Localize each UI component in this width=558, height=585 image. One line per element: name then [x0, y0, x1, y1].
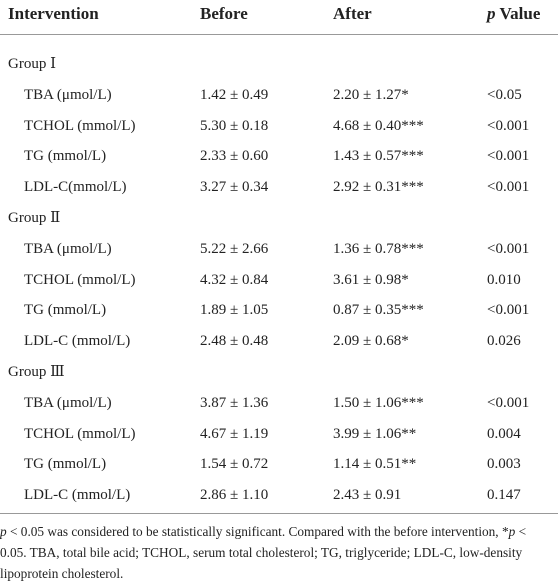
- data-row: LDL-C (mmol/L) 2.48 ± 0.48 2.09 ± 0.68* 0.0…: [0, 326, 558, 357]
- cell: 2.33 ± 0.60: [200, 148, 269, 165]
- cell: 0.003: [487, 456, 521, 473]
- cell: <0.001: [487, 302, 530, 319]
- cell: 2.20 ± 1.27*: [333, 86, 409, 103]
- cell: 1.54 ± 0.72: [200, 456, 269, 473]
- cell: 1.14 ± 0.51**: [333, 456, 417, 473]
- cell: 3.27 ± 0.34: [200, 179, 269, 196]
- header-row: Intervention Before After p Value: [0, 0, 558, 35]
- cell: TCHOL (mmol/L): [24, 271, 136, 288]
- cell: 4.32 ± 0.84: [200, 271, 269, 288]
- data-row: TBA (μmol/L) 3.87 ± 1.36 1.50 ± 1.06*** <0.…: [0, 388, 558, 419]
- data-row: LDL-C (mmol/L) 2.86 ± 1.10 2.43 ± 0.91 0.14…: [0, 480, 558, 511]
- footnote-text: p: [0, 524, 7, 539]
- cell: TG (mmol/L): [24, 302, 107, 319]
- cell: TBA (μmol/L): [24, 86, 112, 103]
- group-label: Group Ⅰ: [8, 56, 57, 72]
- cell: <0.001: [487, 148, 530, 165]
- cell: TCHOL (mmol/L): [24, 425, 136, 442]
- group-label: Group Ⅱ: [8, 210, 61, 226]
- footnote-text: < 0.05 was considered to be statisticall…: [6, 524, 509, 539]
- cell: <0.001: [487, 394, 530, 411]
- cell: 2.92 ± 0.31***: [333, 179, 424, 196]
- cell: TG (mmol/L): [24, 148, 107, 165]
- data-row: TCHOL (mmol/L) 4.32 ± 0.84 3.61 ± 0.98* 0.0…: [0, 265, 558, 296]
- cell: 2.09 ± 0.68*: [333, 333, 409, 350]
- cell: 0.026: [487, 333, 521, 350]
- cell: LDL-C(mmol/L): [24, 179, 127, 196]
- cell: 0.004: [487, 425, 521, 442]
- header-symbol: p: [487, 4, 496, 23]
- data-row: TG (mmol/L) 1.89 ± 1.05 0.87 ± 0.35*** <0.0…: [0, 295, 558, 326]
- cell: 1.50 ± 1.06***: [333, 394, 424, 411]
- cell: 0.147: [487, 487, 521, 504]
- footnote: p < 0.05 was considered to be statistica…: [0, 521, 550, 584]
- footnote-text: < 0.05. TBA, total bile acid; TCHOL, ser…: [0, 524, 527, 581]
- cell: 3.99 ± 1.06**: [333, 425, 417, 442]
- cell: 1.36 ± 0.78***: [333, 240, 424, 257]
- cell: LDL-C (mmol/L): [24, 487, 131, 504]
- cell: <0.001: [487, 240, 530, 257]
- header-cell: p Value: [487, 0, 540, 28]
- cell: TCHOL (mmol/L): [24, 117, 136, 134]
- group-row: Group Ⅱ: [0, 203, 558, 234]
- header-cell: Intervention: [8, 4, 99, 23]
- header-cell: Before: [200, 4, 248, 23]
- data-row: TBA (μmol/L) 5.22 ± 2.66 1.36 ± 0.78*** <0.…: [0, 234, 558, 265]
- cell: TBA (μmol/L): [24, 394, 112, 411]
- cell: TBA (μmol/L): [24, 240, 112, 257]
- cell: <0.001: [487, 117, 530, 134]
- cell: 4.67 ± 1.19: [200, 425, 269, 442]
- cell: 2.48 ± 0.48: [200, 333, 269, 350]
- data-row: TCHOL (mmol/L) 5.30 ± 0.18 4.68 ± 0.40*** <…: [0, 111, 558, 142]
- cell: <0.05: [487, 86, 522, 103]
- cell: 0.87 ± 0.35***: [333, 302, 424, 319]
- data-row: TBA (μmol/L) 1.42 ± 0.49 2.20 ± 1.27* <0.05: [0, 80, 558, 111]
- footnote-text: p: [508, 524, 516, 539]
- data-row: LDL-C(mmol/L) 3.27 ± 0.34 2.92 ± 0.31*** <0…: [0, 172, 558, 203]
- group-row: Group Ⅰ: [0, 49, 558, 80]
- cell: LDL-C (mmol/L): [24, 333, 131, 350]
- data-row: TG (mmol/L) 2.33 ± 0.60 1.43 ± 0.57*** <0.0…: [0, 141, 558, 172]
- cell: <0.001: [487, 179, 530, 196]
- data-row: TCHOL (mmol/L) 4.67 ± 1.19 3.99 ± 1.06** 0.…: [0, 419, 558, 450]
- cell: TG (mmol/L): [24, 456, 107, 473]
- cell: 5.30 ± 0.18: [200, 117, 269, 134]
- group-label: Group Ⅲ: [8, 364, 65, 380]
- cell: 2.86 ± 1.10: [200, 487, 269, 504]
- cell: 1.89 ± 1.05: [200, 302, 269, 319]
- cell: 4.68 ± 0.40***: [333, 117, 424, 134]
- cell: 1.42 ± 0.49: [200, 86, 269, 103]
- data-row: TG (mmol/L) 1.54 ± 0.72 1.14 ± 0.51** 0.003: [0, 449, 558, 480]
- cell: 3.61 ± 0.98*: [333, 271, 409, 288]
- cell: 1.43 ± 0.57***: [333, 148, 424, 165]
- cell: 3.87 ± 1.36: [200, 394, 269, 411]
- group-row: Group Ⅲ: [0, 357, 558, 388]
- cell: 2.43 ± 0.91: [333, 487, 402, 504]
- bottom-rule: [0, 513, 558, 514]
- header-text: Value: [495, 4, 541, 23]
- cell: 0.010: [487, 271, 521, 288]
- header-cell: After: [333, 4, 372, 23]
- cell: 5.22 ± 2.66: [200, 240, 269, 257]
